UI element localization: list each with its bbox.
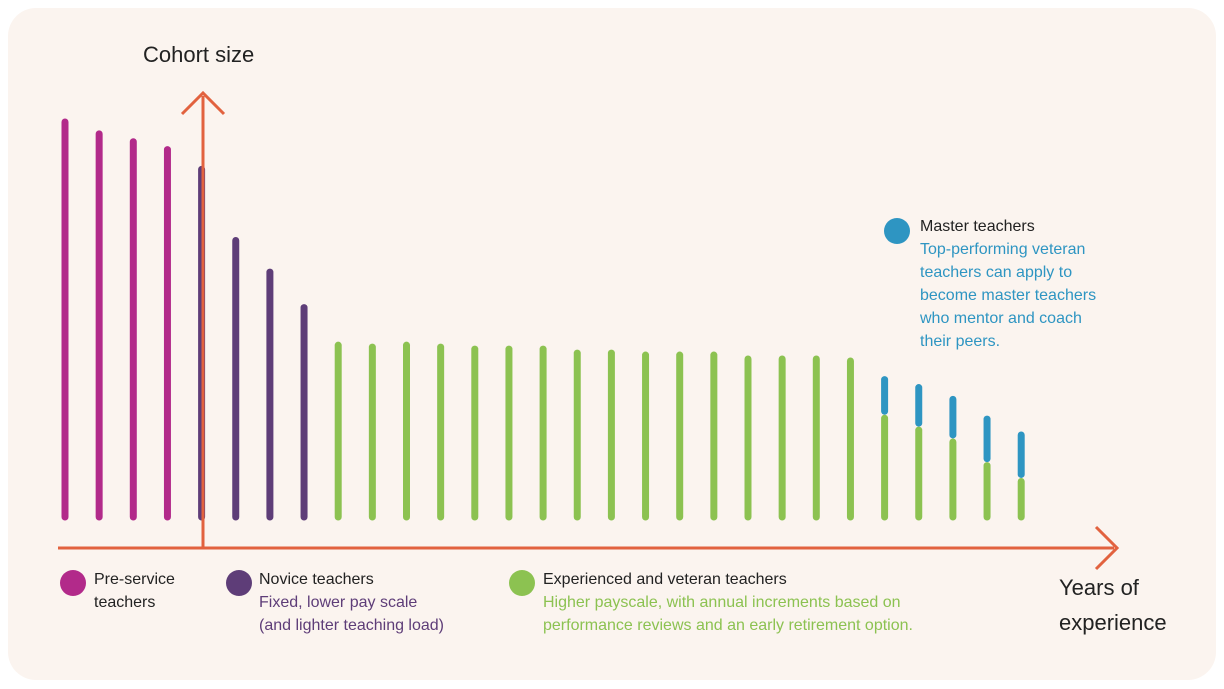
master-desc-line2: teachers can apply to — [920, 264, 1073, 281]
pre-service-dot-icon — [60, 570, 86, 596]
master-title: Master teachers — [920, 218, 1035, 235]
master-desc-line5: their peers. — [920, 333, 1001, 350]
novice-desc-line2: (and lighter teaching load) — [259, 617, 445, 634]
master-desc-line1: Top-performing veteran — [920, 241, 1086, 258]
x-axis — [58, 525, 1120, 571]
experienced-title: Experienced and veteran teachers — [543, 571, 787, 588]
experienced-desc-line2: performance reviews and an early retirem… — [543, 617, 913, 634]
master-desc-line3: become master teachers — [920, 287, 1097, 304]
master-dot-icon — [884, 218, 910, 244]
novice-desc-line1: Fixed, lower pay scale — [259, 594, 418, 611]
experienced-dot-icon — [509, 570, 535, 596]
experienced-desc-line1: Higher payscale, with annual increments … — [543, 594, 901, 611]
pre-service-title-line1: Pre-service — [94, 571, 175, 588]
novice-title: Novice teachers — [259, 571, 374, 588]
bar-group — [61, 118, 1025, 521]
x-axis-label-line2: experience — [1059, 610, 1167, 635]
x-axis-label-line1: Years of — [1059, 575, 1139, 600]
diagram-card — [8, 8, 1216, 680]
pre-service-title-line2: teachers — [94, 594, 156, 611]
y-axis-label: Cohort size — [143, 42, 255, 67]
master-desc-line4: who mentor and coach — [920, 310, 1082, 327]
y-axis — [180, 90, 226, 548]
novice-dot-icon — [226, 570, 252, 596]
